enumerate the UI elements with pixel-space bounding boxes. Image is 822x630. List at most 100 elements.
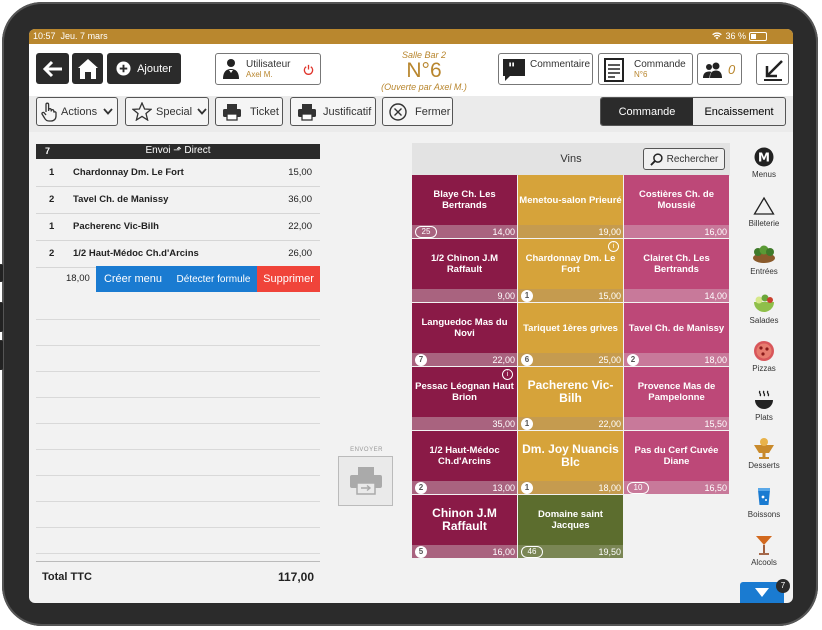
actions-button[interactable]: Actions	[36, 97, 118, 126]
product-name: Provence Mas de Pampelonne	[637, 381, 716, 403]
product-footer: 1 22,00	[518, 417, 623, 430]
product-tile[interactable]: Domaine saint Jacques 46 19,50	[518, 495, 623, 558]
send-mode[interactable]: Envoi ⬏ Direct	[145, 145, 211, 156]
product-tile[interactable]: Languedoc Mas du Novi 7 22,00	[412, 303, 517, 366]
special-button[interactable]: Special	[125, 97, 209, 126]
category-item[interactable]: Boissons	[735, 484, 793, 519]
close-button[interactable]: Fermer	[382, 97, 453, 126]
menus-icon: M	[735, 144, 793, 170]
product-count-badge: 6	[521, 354, 533, 366]
category-item[interactable]: Pizzas	[735, 338, 793, 373]
user-button[interactable]: Utilisateur Axel M.	[215, 53, 321, 85]
product-tile[interactable]: Tariquet 1ères grives 6 25,00	[518, 303, 623, 366]
total-value: 117,00	[277, 570, 314, 584]
search-button[interactable]: Rechercher	[643, 148, 725, 170]
category-label: Boissons	[747, 509, 781, 519]
product-tile[interactable]: Provence Mas de Pampelonne 15,50	[624, 367, 729, 430]
category-item[interactable]: Plats	[735, 387, 793, 422]
detect-formula-button[interactable]: Détecter formule	[170, 266, 257, 292]
ticket-line[interactable]: 1 Pacherenc Vic-Bilh 22,00	[36, 213, 320, 241]
app-screen: 10:57 Jeu. 7 mars 36 % Ajouter Utilisate…	[29, 29, 793, 603]
ticket-header: Envoi ⬏ Direct 7	[36, 144, 320, 159]
arrow-down-left-icon	[764, 60, 783, 81]
category-item[interactable]: Salades	[735, 290, 793, 325]
product-tile[interactable]: Pessac Léognan Haut Brion i 35,00	[412, 367, 517, 430]
product-name: 1/2 Haut-Médoc Ch.d'Arcins	[429, 445, 500, 467]
arrow-left-icon	[42, 60, 62, 77]
transfer-button[interactable]	[756, 53, 789, 85]
product-count-badge: 7	[415, 354, 427, 366]
empty-ticket-row	[36, 319, 320, 346]
ticket-line[interactable]: 1 Chardonnay Dm. Le Fort 15,00	[36, 159, 320, 187]
add-button[interactable]: Ajouter	[107, 53, 181, 84]
battery-percent: 36 %	[725, 31, 746, 41]
cart-button[interactable]	[740, 582, 784, 603]
ticket-line[interactable]: 2 1/2 Haut-Médoc Ch.d'Arcins 26,00	[36, 240, 320, 268]
wifi-icon	[712, 32, 723, 40]
cart-tray-icon	[755, 587, 769, 597]
actions-label: Actions	[61, 105, 98, 118]
create-menu-button[interactable]: Créer menu	[96, 266, 170, 292]
status-bar: 10:57 Jeu. 7 mars 36 %	[29, 29, 793, 44]
category-label: Desserts	[748, 461, 780, 470]
product-price: 35,00	[492, 419, 515, 429]
product-tile[interactable]: Costières Ch. de Moussié 16,00	[624, 175, 729, 238]
back-button[interactable]	[36, 53, 69, 84]
product-footer: 2 13,00	[412, 481, 517, 494]
product-price: 19,50	[598, 547, 621, 557]
line-name: Tavel Ch. de Manissy	[73, 194, 169, 205]
category-sidebar: M Menus Billeterie Entrées Salades Pizzas Plat…	[735, 144, 793, 603]
guests-button[interactable]: 0	[697, 53, 742, 85]
ticket-button[interactable]: Ticket	[215, 97, 283, 126]
product-tile[interactable]: Clairet Ch. Les Bertrands 14,00	[624, 239, 729, 302]
category-item[interactable]: Alcools	[735, 532, 793, 567]
product-price: 14,00	[704, 291, 727, 301]
home-button[interactable]	[72, 53, 103, 84]
category-item[interactable]: Desserts	[735, 435, 793, 470]
category-item[interactable]: Entrées	[735, 241, 793, 276]
product-name: 1/2 Chinon J.M Raffault	[430, 253, 499, 275]
product-tile[interactable]: Dm. Joy Nuancis Blc 1 18,00	[518, 431, 623, 494]
product-tile[interactable]: 1/2 Chinon J.M Raffault 9,00	[412, 239, 517, 302]
product-price: 9,00	[497, 291, 515, 301]
tab-encaissement[interactable]: Encaissement	[704, 105, 774, 118]
ticket-line[interactable]: 2 Tavel Ch. de Manissy 36,00	[36, 186, 320, 214]
info-icon[interactable]: i	[608, 241, 619, 252]
product-tile[interactable]: Tavel Ch. de Manissy 2 18,00	[624, 303, 729, 366]
delete-button[interactable]: Supprimer	[257, 266, 320, 292]
product-tile[interactable]: Pacherenc Vic-Bilh 1 22,00	[518, 367, 623, 430]
product-tile[interactable]: Menetou-salon Prieuré 19,00	[518, 175, 623, 238]
tab-commande[interactable]: Commande	[601, 98, 693, 125]
category-item[interactable]: M Menus	[735, 144, 793, 179]
product-tile[interactable]: Chinon J.M Raffault 5 16,00	[412, 495, 517, 558]
info-icon[interactable]: i	[502, 369, 513, 380]
chevron-down-icon	[103, 108, 113, 115]
send-button[interactable]	[338, 456, 393, 506]
product-price: 15,00	[598, 291, 621, 301]
product-name: Tariquet 1ères grives	[523, 322, 618, 334]
view-toggle: Commande Encaissement	[600, 97, 786, 126]
order-title: Salle Bar 2 N°6 (Ouverte par Axel M.)	[349, 50, 499, 92]
waiter-icon	[223, 59, 239, 79]
dish-icon	[735, 387, 793, 413]
printer-icon	[298, 103, 316, 121]
power-icon[interactable]	[303, 64, 314, 75]
status-time: 10:57 Jeu. 7 mars	[33, 31, 108, 41]
product-footer: 25 14,00	[412, 225, 517, 238]
volume-button	[0, 302, 3, 332]
product-tile[interactable]: 1/2 Haut-Médoc Ch.d'Arcins 2 13,00	[412, 431, 517, 494]
svg-text:": "	[508, 61, 515, 77]
product-tile[interactable]: Blaye Ch. Les Bertrands 25 14,00	[412, 175, 517, 238]
product-tile[interactable]: Chardonnay Dm. Le Fort i 1 15,00	[518, 239, 623, 302]
product-tile[interactable]: Pas du Cerf Cuvée Diane 10 16,50	[624, 431, 729, 494]
justificatif-button[interactable]: Justificatif	[290, 97, 376, 126]
product-footer: 35,00	[412, 417, 517, 430]
product-name: Tavel Ch. de Manissy	[628, 322, 725, 334]
comment-button[interactable]: " Commentaire	[498, 53, 593, 85]
close-label: Fermer	[415, 105, 451, 118]
category-item[interactable]: Billeterie	[735, 193, 793, 228]
product-footer: 7 22,00	[412, 353, 517, 366]
order-button[interactable]: Commande N°6	[598, 53, 693, 85]
empty-ticket-row	[36, 527, 320, 554]
product-footer: 1 18,00	[518, 481, 623, 494]
